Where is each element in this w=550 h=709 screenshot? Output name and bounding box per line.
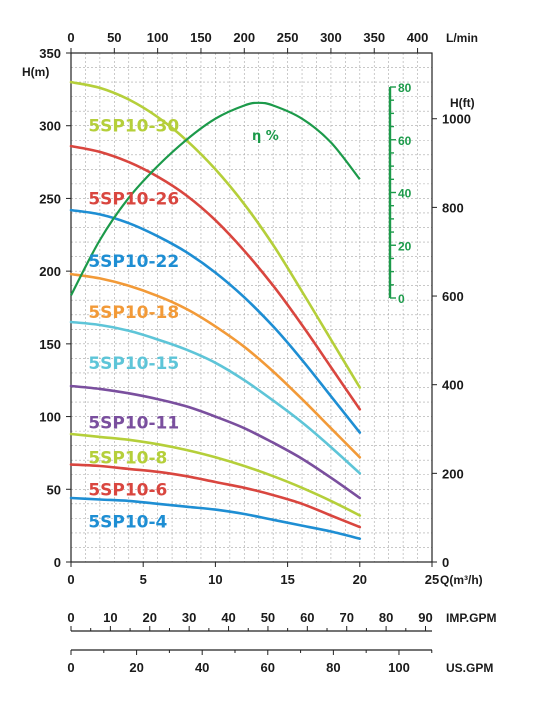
series-label-5SP10-30: 5SP10-30 [88,117,179,137]
x-tick-label: 15 [280,572,294,587]
imp-gpm-tick-label: 80 [379,610,393,625]
efficiency-tick-label: 80 [398,81,412,95]
y-tick-label: 350 [39,46,61,61]
efficiency-line [70,101,361,296]
plot-frame [70,52,433,563]
ft-tick-label: 400 [442,378,464,393]
imp-gpm-axis-label: IMP.GPM [446,611,496,625]
x-tick-label: 0 [67,572,74,587]
x-tick-label: 20 [353,572,367,587]
ft-tick-label: 200 [442,466,464,481]
x-tick-label: 25 [425,572,439,587]
imp-gpm-tick-label: 50 [261,610,275,625]
us-gpm-tick-label: 80 [326,660,340,675]
curve-5SP10-30 [69,80,362,389]
imp-gpm-tick-label: 10 [103,610,117,625]
lmin-axis-label: L/min [446,31,478,45]
curve-5SP10-18 [69,272,362,459]
y-tick-label: 150 [39,337,61,352]
lmin-tick-label: 50 [107,30,121,45]
lmin-tick-label: 100 [147,30,169,45]
us-gpm-axis-label: US.GPM [446,661,493,675]
efficiency-curve: 0 20 40 60 80 [70,81,412,306]
imp-gpm-tick-label: 60 [300,610,314,625]
lmin-tick-label: 350 [363,30,385,45]
lmin-tick-label: 0 [67,30,74,45]
us-gpm-tick-label: 40 [195,660,209,675]
efficiency-tick-label: 40 [398,187,412,201]
us-gpm-tick-label: 100 [388,660,410,675]
curve-5SP10-8 [69,432,362,517]
series-label-5SP10-26: 5SP10-26 [88,189,179,209]
imp-gpm-tick-label: 90 [418,610,432,625]
series-label-5SP10-15: 5SP10-15 [88,354,179,374]
curve-5SP10-6 [69,463,362,529]
y-tick-label: 200 [39,264,61,279]
imp-gpm-tick-label: 20 [143,610,157,625]
curve-5SP10-26 [69,144,362,411]
imp-gpm-tick-label: 30 [182,610,196,625]
ft-axis-label: H(ft) [450,96,475,110]
y-tick-label: 250 [39,191,61,206]
x-tick-label: 10 [208,572,222,587]
series-label-5SP10-4: 5SP10-4 [88,512,167,532]
plot-border [70,52,433,563]
y-tick-label: 300 [39,119,61,134]
series-label-5SP10-22: 5SP10-22 [88,252,179,272]
x-axis-label: Q(m³/h) [440,573,483,587]
efficiency-tick-label: 20 [398,239,412,253]
curve-5SP10-22 [69,208,362,434]
curve-5SP10-11 [69,384,362,500]
lmin-tick-label: 150 [190,30,212,45]
ft-tick-label: 600 [442,289,464,304]
imp-gpm-tick-label: 70 [339,610,353,625]
us-gpm-tick-label: 60 [261,660,275,675]
ft-tick-label: 800 [442,200,464,215]
head-curves [69,80,362,540]
lmin-tick-label: 400 [407,30,429,45]
series-labels: 5SP10-30 5SP10-26 5SP10-22 5SP10-18 5SP10-15… [88,117,278,533]
axes: 0 5 10 15 20 25 Q(m³/h)050100150200250300350H(… [22,30,496,675]
efficiency-label: η % [252,129,279,144]
us-gpm-tick-label: 20 [129,660,143,675]
efficiency-tick-label: 60 [398,134,412,148]
lmin-tick-label: 250 [277,30,299,45]
lmin-tick-label: 300 [320,30,342,45]
y-axis-label: H(m) [22,65,49,79]
series-label-5SP10-11: 5SP10-11 [88,413,179,433]
us-gpm-tick-label: 0 [67,660,74,675]
efficiency-tick-label: 0 [398,292,405,306]
ft-tick-label: 0 [442,555,449,570]
series-label-5SP10-18: 5SP10-18 [88,303,179,323]
y-tick-label: 0 [54,555,61,570]
series-label-5SP10-6: 5SP10-6 [88,480,167,500]
ft-tick-label: 1000 [442,112,471,127]
x-tick-label: 5 [140,572,147,587]
y-tick-label: 50 [47,482,61,497]
imp-gpm-tick-label: 40 [221,610,235,625]
y-tick-label: 100 [39,410,61,425]
curve-5SP10-4 [69,496,362,540]
series-label-5SP10-8: 5SP10-8 [88,448,167,468]
curve-5SP10-15 [69,320,362,475]
imp-gpm-tick-label: 0 [67,610,74,625]
lmin-tick-label: 200 [233,30,255,45]
